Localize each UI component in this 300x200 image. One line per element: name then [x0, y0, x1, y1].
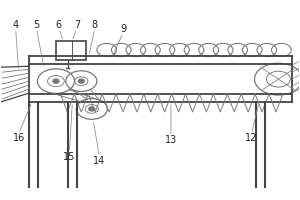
- Text: 5: 5: [33, 20, 40, 30]
- Text: 15: 15: [63, 152, 76, 162]
- Text: 9: 9: [120, 23, 126, 33]
- Text: 4: 4: [13, 20, 19, 30]
- Bar: [56, 41, 86, 60]
- Text: 12: 12: [245, 133, 258, 143]
- Text: 16: 16: [13, 133, 25, 143]
- Text: 8: 8: [92, 20, 98, 30]
- Circle shape: [53, 79, 59, 83]
- Circle shape: [89, 107, 95, 111]
- Circle shape: [78, 79, 84, 83]
- Text: 14: 14: [93, 156, 105, 166]
- Text: 7: 7: [74, 20, 80, 30]
- Text: 13: 13: [165, 135, 177, 145]
- Text: 6: 6: [56, 20, 62, 30]
